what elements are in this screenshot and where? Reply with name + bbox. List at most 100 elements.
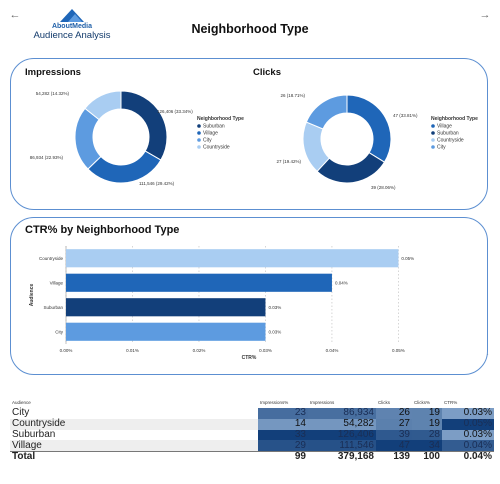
cell-clicks-pct: 19 (412, 419, 442, 430)
clicks-legend-marker (431, 131, 435, 135)
logo-text-brand: AboutMedia (51, 23, 93, 30)
impressions-slice-label: 86,934 (22.93%) (30, 155, 64, 160)
impressions-slice-label: 54,282 (14.32%) (36, 91, 70, 96)
ctr-data-label: 0.03% (268, 329, 281, 334)
clicks-legend-title: Neighborhood Type (431, 116, 478, 122)
column-header-audience[interactable]: Audience (12, 400, 31, 405)
cell-ctr: 0.04% (442, 440, 494, 452)
ctr-data-label: 0.04% (335, 280, 348, 285)
logo-text-product: Audience Analysis (33, 30, 111, 41)
total-ctr: 0.04% (442, 450, 494, 463)
impressions-legend-marker (197, 131, 201, 135)
total-clicks-pct: 100 (412, 450, 442, 463)
cell-audience: City (12, 407, 30, 419)
cell-impressions: 86,934 (308, 408, 376, 419)
impressions-legend-marker (197, 124, 201, 128)
table-row[interactable]: City 23 86,934 26 19 0.03% (10, 408, 494, 419)
impressions-chart-title: Impressions (25, 67, 81, 78)
cell-ctr: 0.03% (442, 430, 494, 441)
impressions-legend-marker (197, 145, 201, 149)
clicks-legend-marker (431, 124, 435, 128)
cell-clicks-pct: 19 (412, 408, 442, 419)
cell-audience: Suburban (12, 428, 56, 440)
ctr-y-tick-label: City (55, 329, 63, 334)
impressions-legend-item: City (203, 138, 212, 144)
arrow-left-icon[interactable]: ← (9, 9, 21, 21)
donut-charts: 126,406 (33.34%) 111,546 (29.42%) 86,934 (… (30, 90, 478, 190)
cell-ctr: 0.03% (442, 408, 494, 419)
logo-mountain-icon (60, 9, 84, 22)
ctr-bar-village[interactable] (66, 273, 332, 292)
impressions-slice-countryside[interactable] (84, 90, 122, 121)
cell-clicks: 39 (376, 430, 412, 441)
cell-impressions-pct: 14 (258, 419, 308, 430)
ctr-x-axis-title: CTR% (242, 355, 257, 361)
clicks-legend-marker (431, 138, 435, 142)
cell-audience: Village (10, 440, 258, 452)
ctr-y-tick-label: Suburban (43, 305, 63, 310)
column-header-clicks[interactable]: Clicks (378, 400, 390, 405)
ctr-y-tick-label: Village (50, 280, 64, 285)
ctr-chart-panel: CTR% by Neighborhood Type 0.00% 0.01% 0.02… (10, 217, 488, 375)
clicks-legend-marker (431, 145, 435, 149)
ctr-x-tick-label: 0.00% (60, 348, 73, 353)
impressions-legend-title: Neighborhood Type (197, 116, 244, 122)
ctr-chart-title: CTR% by Neighborhood Type (25, 224, 180, 236)
ctr-bar-chart: 0.00% 0.01% 0.02% 0.03% 0.04% 0.05% Countrysid… (29, 246, 414, 361)
ctr-x-tick-label: 0.05% (392, 348, 405, 353)
impressions-slice-suburban[interactable] (120, 90, 168, 161)
impressions-slice-label: 126,406 (33.34%) (157, 109, 193, 114)
impressions-slice-label: 111,546 (29.42%) (139, 181, 175, 186)
total-impressions-pct: 99 (258, 450, 308, 463)
table-row[interactable]: Suburban 33 126,406 39 28 0.03% (10, 430, 494, 441)
ctr-y-axis-title: Audience (29, 284, 35, 307)
arrow-right-icon[interactable]: → (479, 9, 491, 21)
page-title: Neighborhood Type (191, 22, 309, 36)
clicks-slice-label: 27 (19.42%) (276, 159, 301, 164)
total-impressions: 379,168 (308, 450, 376, 463)
clicks-slice-label: 39 (28.06%) (371, 185, 396, 190)
clicks-legend-item: Suburban (437, 131, 459, 137)
impressions-legend-item: Village (203, 131, 218, 137)
audience-table: Audience Impressions% Impressions Clicks… (10, 398, 494, 463)
cell-clicks: 47 (376, 440, 412, 452)
table-total-row: Total 99 379,168 139 100 0.04% (10, 450, 494, 463)
ctr-x-tick-label: 0.03% (259, 348, 272, 353)
ctr-data-label: 0.05% (401, 256, 414, 261)
clicks-slice-label: 47 (33.81%) (393, 113, 418, 118)
clicks-chart-title: Clicks (253, 67, 281, 78)
clicks-legend-item: Countryside (437, 138, 464, 144)
cell-impressions: 111,546 (308, 440, 376, 452)
total-clicks: 139 (376, 450, 412, 463)
column-header-impressions[interactable]: Impressions (310, 400, 335, 405)
clicks-slice-label: 26 (18.71%) (280, 93, 305, 98)
ctr-x-tick-label: 0.02% (193, 348, 206, 353)
table-row[interactable]: Village 29 111,546 47 34 0.04% (10, 440, 494, 452)
table-header-row: Audience Impressions% Impressions Clicks… (10, 398, 494, 408)
clicks-legend-item: City (437, 145, 446, 151)
cell-clicks: 26 (376, 408, 412, 419)
donut-charts-panel: Impressions Clicks 126,406 (33.34%) 111,5… (10, 58, 488, 210)
cell-impressions-pct: 33 (258, 430, 308, 441)
ctr-y-tick-label: Countryside (39, 256, 64, 261)
impressions-legend-marker (197, 138, 201, 142)
column-header-impressions-pct[interactable]: Impressions% (260, 400, 289, 405)
column-header-ctr[interactable]: CTR% (444, 400, 458, 405)
table-row[interactable]: Countryside 14 54,282 27 19 0.05% (10, 419, 494, 430)
ctr-bar-city[interactable] (66, 322, 266, 341)
cell-clicks-pct: 34 (412, 440, 442, 452)
total-label: Total (10, 450, 258, 463)
ctr-data-label: 0.03% (268, 305, 281, 310)
cell-clicks: 27 (376, 419, 412, 430)
cell-audience: Countryside (10, 419, 258, 430)
cell-ctr: 0.05% (442, 419, 494, 430)
column-header-clicks-pct[interactable]: Clicks% (414, 400, 431, 405)
impressions-legend-item: Suburban (203, 124, 225, 130)
ctr-bar-suburban[interactable] (66, 298, 266, 317)
brand-logo: AboutMedia Audience Analysis (32, 8, 112, 48)
clicks-slice-city[interactable] (305, 94, 348, 130)
cell-impressions-pct: 23 (258, 408, 308, 419)
ctr-x-tick-label: 0.04% (326, 348, 339, 353)
ctr-bar-countryside[interactable] (66, 249, 399, 268)
cell-impressions: 126,406 (308, 430, 376, 441)
